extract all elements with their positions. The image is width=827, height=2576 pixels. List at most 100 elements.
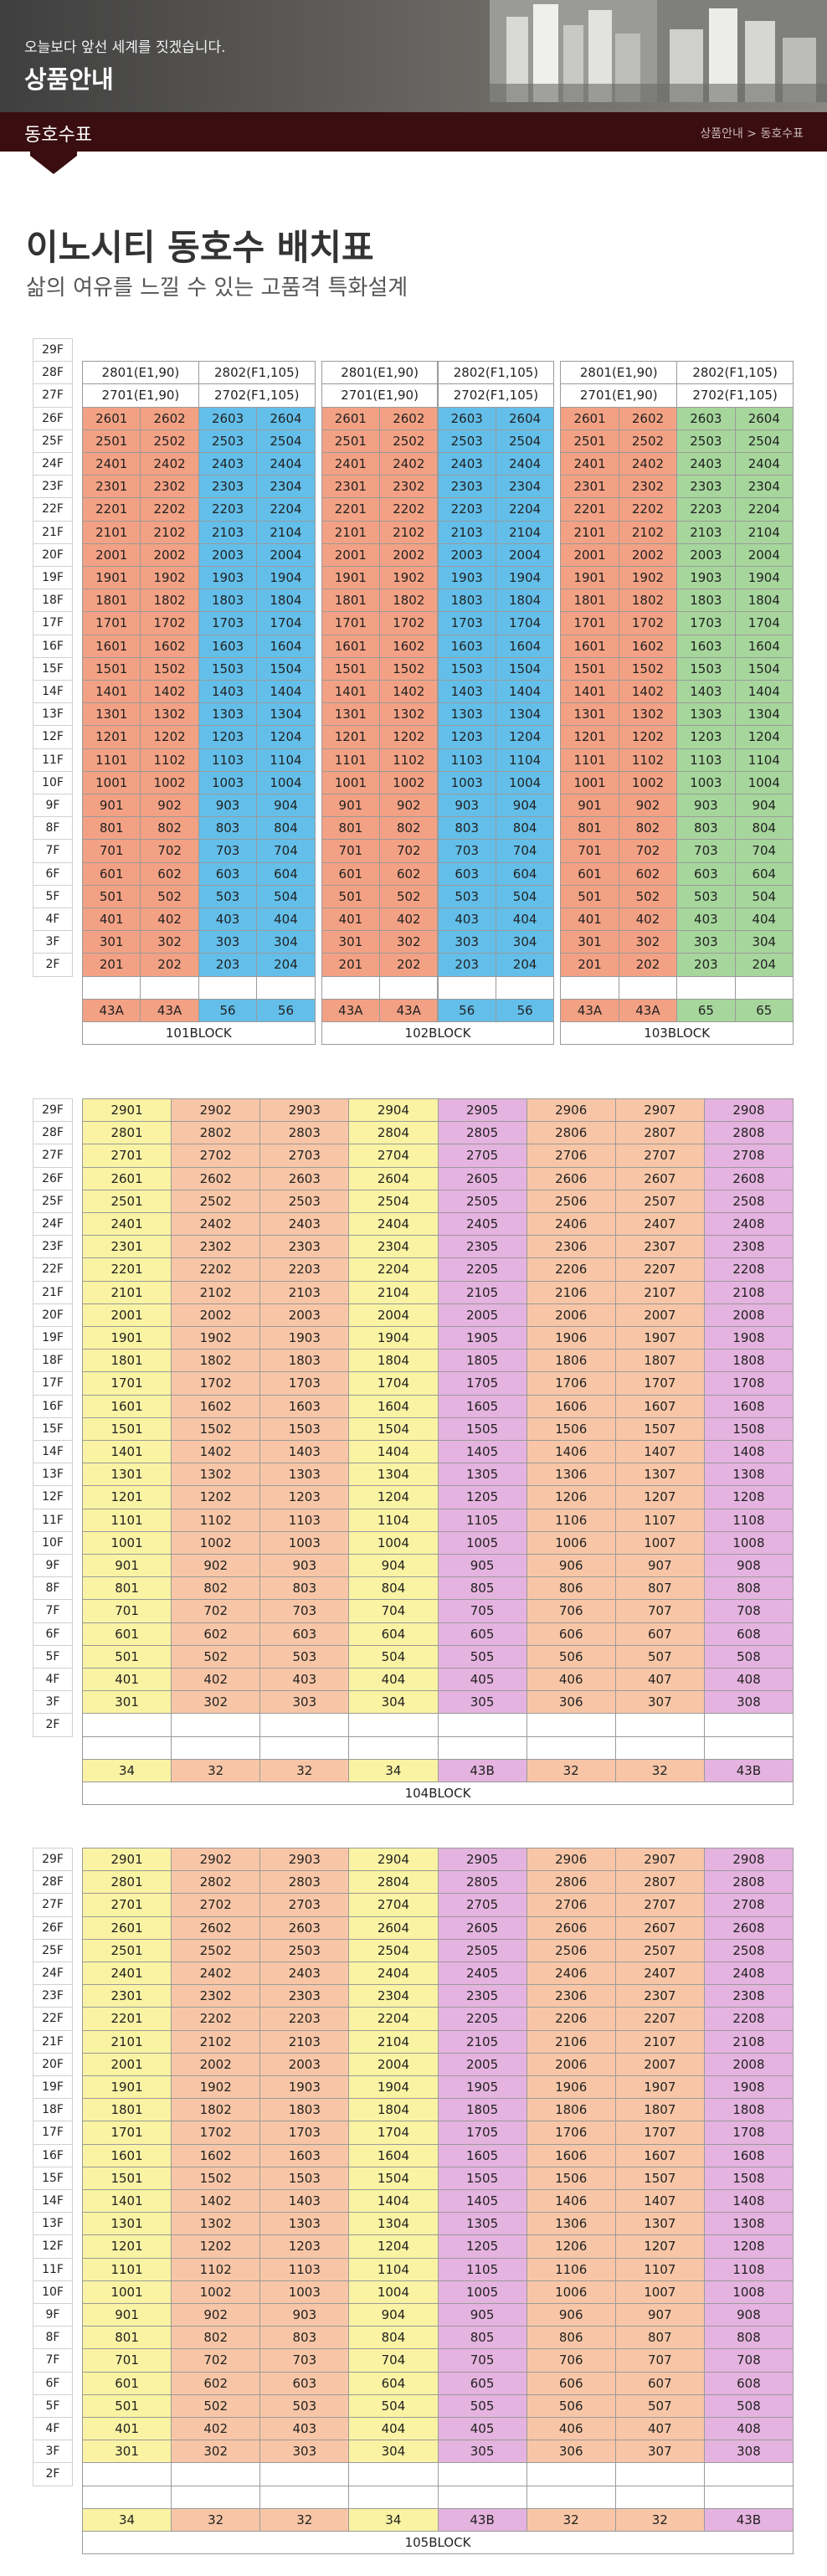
unit-cell: 1502 (379, 656, 439, 681)
empty-cell (82, 1713, 172, 1737)
unit-cell: 1201 (82, 1485, 172, 1509)
unit-cell: 2507 (614, 1938, 705, 1962)
unit-cell: 2301 (82, 1235, 172, 1259)
unit-cell: 2207 (614, 1257, 705, 1282)
unit-cell: 1005 (437, 1530, 527, 1555)
unit-cell: 2905 (437, 1848, 527, 1872)
empty-cell (526, 1713, 616, 1737)
unit-cell: 406 (526, 2417, 616, 2441)
unit-type: 65 (734, 998, 794, 1022)
unit-cell: 1903 (676, 566, 736, 590)
unit-cell: 306 (526, 2440, 616, 2464)
unit-cell: 2202 (171, 2007, 261, 2031)
unit-cell: 2703 (259, 1144, 350, 1168)
unit-cell: 403 (259, 1668, 350, 1692)
floor-label: 6F (33, 2371, 73, 2395)
unit-cell: 1103 (198, 748, 258, 772)
unit-cell: 1404 (256, 680, 316, 704)
unit-cell: 2602 (140, 406, 199, 430)
unit-cell: 1002 (618, 770, 678, 794)
unit-type: 32 (171, 1758, 261, 1782)
unit-cell: 2704 (348, 1144, 439, 1168)
unit-cell: 1503 (259, 1417, 350, 1441)
unit-cell: 1904 (734, 566, 794, 590)
unit-cell: 2805 (437, 1121, 527, 1145)
unit-cell: 2201 (321, 497, 381, 522)
unit-cell: 1901 (82, 566, 141, 590)
unit-cell: 2007 (614, 1303, 705, 1327)
unit-cell: 1705 (437, 2121, 527, 2145)
unit-cell: 202 (140, 953, 199, 977)
unit-type: 43A (560, 998, 619, 1022)
unit-cell: 2301 (321, 475, 381, 499)
unit-cell: 1901 (560, 566, 619, 590)
unit-cell: 1607 (614, 2143, 705, 2167)
unit-cell: 2907 (614, 1098, 705, 1123)
unit-cell: 1101 (560, 748, 619, 772)
unit-cell: 907 (614, 2303, 705, 2327)
unit-cell: 2404 (495, 452, 555, 476)
unit-cell: 2106 (526, 1280, 616, 1304)
unit-cell: 2103 (198, 520, 258, 544)
unit-cell: 2002 (379, 542, 439, 567)
unit-cell: 1101 (82, 1508, 172, 1532)
unit-cell: 1301 (82, 2212, 172, 2236)
unit-cell: 1402 (618, 680, 678, 704)
unit-cell: 1807 (614, 1349, 705, 1373)
unit-cell: 2504 (495, 429, 555, 453)
unit-cell: 2503 (676, 429, 736, 453)
unit-cell: 1304 (348, 2212, 439, 2236)
unit-cell: 2407 (614, 1962, 705, 1986)
unit-cell: 903 (259, 1554, 350, 1578)
unit-cell: 2305 (437, 1984, 527, 2008)
unit-type: 32 (259, 2507, 350, 2532)
unit-cell: 201 (82, 953, 141, 977)
unit-cell: 2106 (526, 2029, 616, 2054)
unit-cell: 1304 (348, 1463, 439, 1487)
unit-cell: 2506 (526, 1189, 616, 1213)
unit-cell: 504 (348, 1644, 439, 1668)
unit-cell: 1008 (703, 1530, 794, 1555)
unit-cell: 1108 (703, 1508, 794, 1532)
unit-cell: 607 (614, 1622, 705, 1646)
unit-cell: 1107 (614, 1508, 705, 1532)
unit-cell: 2202 (618, 497, 678, 522)
unit-cell: 602 (379, 861, 439, 886)
unit-cell: 1502 (140, 656, 199, 681)
unit-cell: 2508 (703, 1938, 794, 1962)
unit-cell: 702 (379, 839, 439, 863)
unit-cell: 2604 (256, 406, 316, 430)
floor-label: 5F (33, 884, 73, 908)
unit-cell: 1005 (437, 2280, 527, 2304)
unit-cell: 2204 (348, 2007, 439, 2031)
floor-label: 20F (33, 2052, 73, 2076)
unit-cell: 1004 (348, 1530, 439, 1555)
unit-cell: 2203 (259, 1257, 350, 1282)
floor-label: 26F (33, 1166, 73, 1190)
unit-cell: 704 (348, 2348, 439, 2373)
unit-cell: 1004 (495, 770, 555, 794)
unit-cell: 602 (171, 1622, 261, 1646)
unit-type: 56 (437, 998, 496, 1022)
unit-cell: 704 (348, 1599, 439, 1623)
floor-label: 17F (33, 611, 73, 635)
unit-cell: 1304 (734, 702, 794, 727)
unit-cell: 1006 (526, 2280, 616, 2304)
unit-cell: 902 (140, 794, 199, 818)
unit-cell: 2802(F1,105) (198, 361, 316, 385)
empty-cell (198, 975, 258, 1000)
unit-cell: 1903 (259, 1326, 350, 1350)
unit-cell: 1702 (618, 611, 678, 635)
unit-cell: 302 (171, 2440, 261, 2464)
unit-cell: 2401 (321, 452, 381, 476)
unit-cell: 2908 (703, 1098, 794, 1123)
unit-cell: 1702 (379, 611, 439, 635)
empty-cell (437, 975, 496, 1000)
unit-cell: 2004 (256, 542, 316, 567)
unit-cell: 2201 (82, 1257, 172, 1282)
unit-cell: 402 (379, 908, 439, 932)
empty-cell (82, 2462, 172, 2486)
unit-cell: 1504 (256, 656, 316, 681)
unit-cell: 1801 (82, 589, 141, 613)
floor-label: 20F (33, 542, 73, 567)
